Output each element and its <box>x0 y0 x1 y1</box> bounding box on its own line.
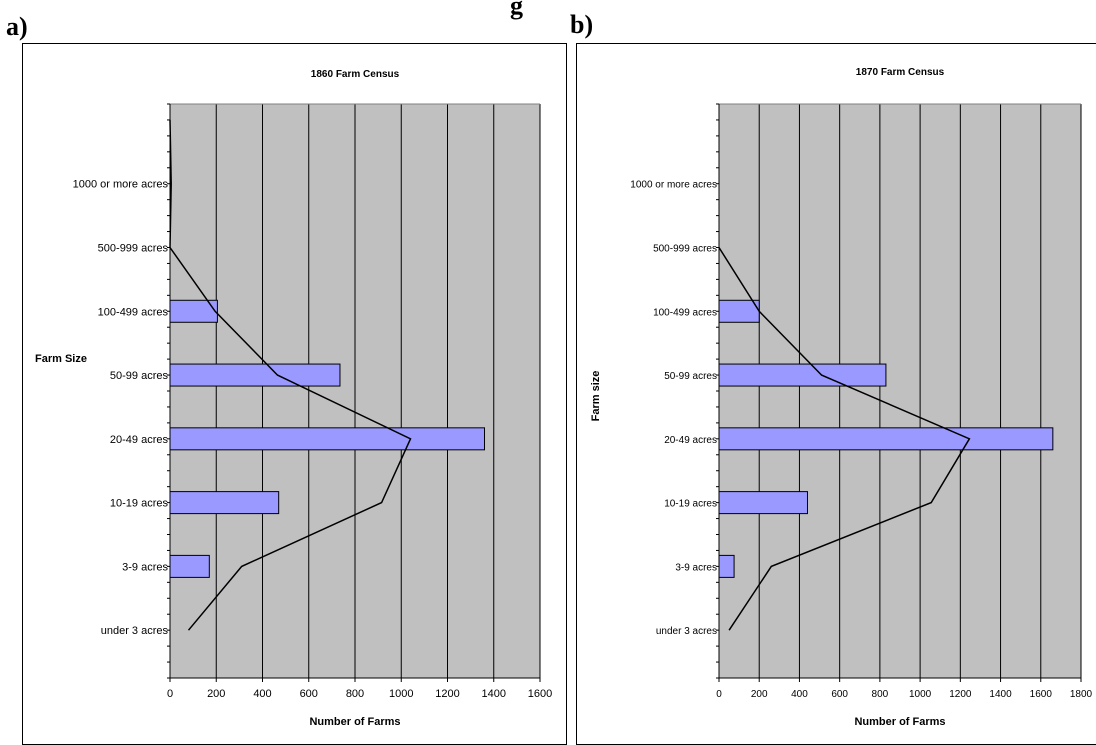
category-label: 20-49 acres <box>664 435 717 446</box>
panel-b-label: b) <box>570 10 594 39</box>
panel-a-label: a) <box>6 12 28 41</box>
x-axis-label: Number of Farms <box>309 716 400 728</box>
category-label: 3-9 acres <box>122 561 168 573</box>
x-tick-label: 1000 <box>909 689 932 700</box>
chart-1860: 0 200 400 600 800 1000 1200 1400 1600 under 3 acr… <box>35 69 552 728</box>
bar <box>169 427 485 451</box>
chart-title: 1870 Farm Census <box>856 67 945 78</box>
bar <box>718 427 1054 451</box>
chart-title: 1860 Farm Census <box>311 69 400 80</box>
y-axis-label: Farm Size <box>35 353 87 365</box>
category-label: 100-499 acres <box>98 306 169 318</box>
x-tick-label: 1400 <box>482 688 506 700</box>
category-label: 3-9 acres <box>675 562 717 573</box>
bar <box>718 299 760 323</box>
x-tick-label: 0 <box>716 689 722 700</box>
category-label: 20-49 acres <box>110 434 169 446</box>
x-tick-label: 1800 <box>1070 689 1093 700</box>
x-tick-label: 600 <box>831 689 848 700</box>
bar <box>169 554 210 578</box>
plot-area <box>719 104 1081 678</box>
bar <box>718 363 887 387</box>
x-tick-label: 1200 <box>435 688 459 700</box>
x-axis-label: Number of Farms <box>854 716 945 728</box>
category-label: 10-19 acres <box>110 498 169 510</box>
x-tick-label: 400 <box>253 688 271 700</box>
x-tick-label: 0 <box>167 688 173 700</box>
category-label: 50-99 acres <box>110 370 169 382</box>
category-label: 1000 or more acres <box>630 180 717 191</box>
page-heading-fragment: g <box>510 0 523 20</box>
y-axis-label: Farm size <box>590 371 602 422</box>
category-label: 100-499 acres <box>653 307 717 318</box>
category-label: under 3 acres <box>101 625 169 637</box>
x-tick-label: 400 <box>791 689 808 700</box>
bar <box>169 299 218 323</box>
x-tick-label: 1600 <box>528 688 552 700</box>
x-tick-label: 600 <box>300 688 318 700</box>
category-label: 500-999 acres <box>653 244 717 255</box>
category-label: 1000 or more acres <box>73 179 169 191</box>
chart-1870: 0 200 400 600 800 1000 1200 1400 1600 1800 under 3… <box>590 67 1093 728</box>
category-label: 10-19 acres <box>664 499 717 510</box>
bar <box>169 491 280 515</box>
overlay-line <box>169 119 412 631</box>
category-label: 500-999 acres <box>98 243 169 255</box>
chart-panel-1860: 0 200 400 600 800 1000 1200 1400 1600 under 3 acr… <box>22 43 567 745</box>
x-tick-label: 800 <box>872 689 889 700</box>
category-label: under 3 acres <box>656 626 717 637</box>
category-label: 50-99 acres <box>664 371 717 382</box>
bar <box>718 491 808 515</box>
x-tick-label: 800 <box>346 688 364 700</box>
x-tick-label: 1200 <box>949 689 972 700</box>
x-tick-label: 1000 <box>389 688 413 700</box>
x-tick-label: 200 <box>207 688 225 700</box>
x-tick-label: 1600 <box>1030 689 1053 700</box>
x-tick-label: 200 <box>751 689 768 700</box>
bar <box>169 363 341 387</box>
overlay-line <box>718 247 971 631</box>
bar <box>718 554 735 578</box>
chart-panel-1870: 0 200 400 600 800 1000 1200 1400 1600 1800 under 3… <box>576 43 1096 745</box>
x-tick-label: 1400 <box>989 689 1012 700</box>
